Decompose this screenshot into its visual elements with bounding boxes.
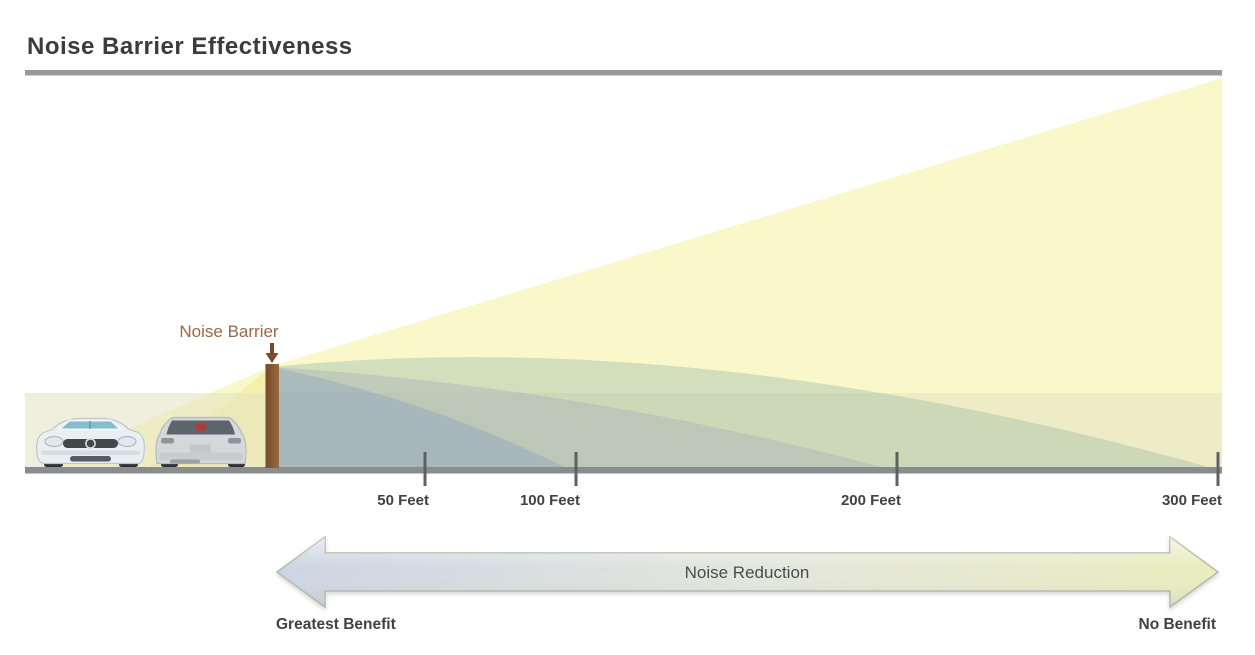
noise-wedge xyxy=(38,78,1222,468)
ground-line xyxy=(25,467,1222,474)
benefit-lobe-inner xyxy=(272,367,566,468)
header-rule xyxy=(25,70,1222,76)
greatest-benefit-caption: Greatest Benefit xyxy=(276,616,396,633)
tick-label-100-feet: 100 Feet xyxy=(520,492,580,509)
distance-labels: 50 Feet 100 Feet 200 Feet 300 Feet xyxy=(377,492,1222,509)
benefit-lobe-outer xyxy=(272,357,1212,468)
tick-label-50-feet: 50 Feet xyxy=(377,492,429,509)
tick-label-200-feet: 200 Feet xyxy=(841,492,901,509)
noise-barrier-label: Noise Barrier xyxy=(179,322,279,341)
benefit-lobe-middle xyxy=(272,367,885,468)
distance-axis xyxy=(423,452,1220,486)
noise-reduction-arrow-sheen xyxy=(277,537,1218,607)
no-benefit-caption: No Benefit xyxy=(1139,616,1217,633)
noise-barrier-wall xyxy=(265,364,279,468)
noise-reduction-label: Noise Reduction xyxy=(685,563,810,582)
car-front-illustration xyxy=(36,417,145,467)
page-title: Noise Barrier Effectiveness xyxy=(27,33,353,60)
barrier-pointer-arrow-icon xyxy=(265,343,279,363)
tick-label-300-feet: 300 Feet xyxy=(1162,492,1222,509)
car-rear-illustration xyxy=(155,416,247,467)
